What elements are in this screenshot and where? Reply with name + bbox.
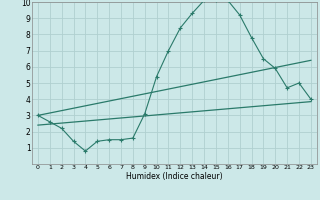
X-axis label: Humidex (Indice chaleur): Humidex (Indice chaleur) xyxy=(126,172,223,181)
